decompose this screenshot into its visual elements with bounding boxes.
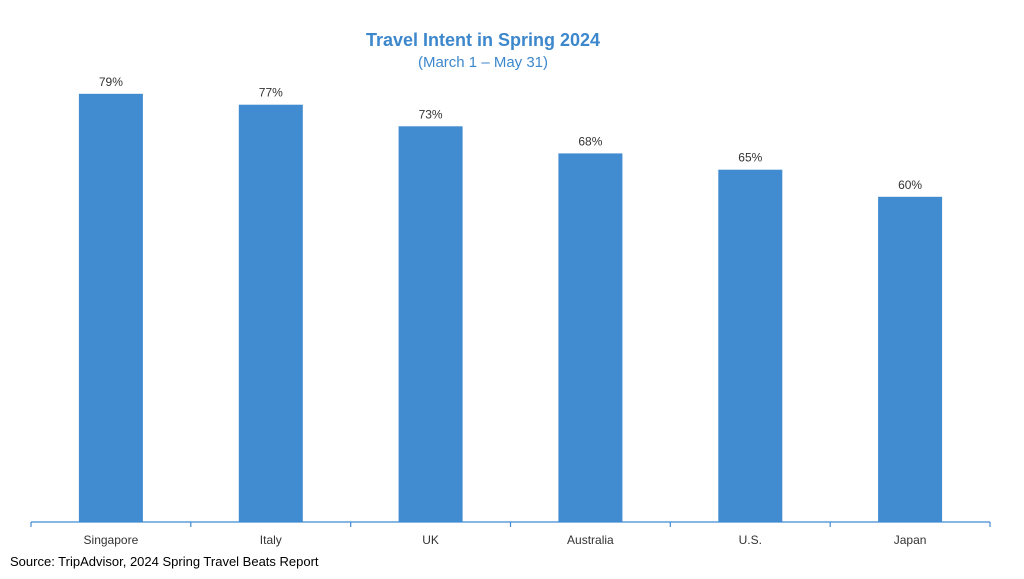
bar-u-s: [718, 169, 783, 522]
bar-uk: [398, 126, 463, 523]
x-tick-label: Japan: [894, 533, 927, 547]
bar-italy: [238, 104, 303, 522]
chart-subtitle: (March 1 – May 31): [417, 54, 549, 71]
data-label: 65%: [738, 151, 762, 165]
bar-japan: [878, 196, 943, 523]
x-tick-label: Australia: [567, 533, 614, 547]
data-label: 79%: [99, 75, 123, 89]
x-axis: [30, 521, 991, 527]
data-label: 68%: [578, 134, 602, 148]
x-tick-label: Singapore: [84, 533, 139, 547]
chart-title: Travel Intent in Spring 2024: [365, 30, 601, 50]
data-label: 73%: [419, 107, 443, 121]
bar-singapore: [78, 93, 143, 523]
x-tick-label: UK: [422, 533, 439, 547]
x-tick-labels-group: Singapore Italy UK Australia U.S. Japan: [84, 533, 927, 547]
bars-group: [78, 93, 943, 523]
x-tick-label: U.S.: [739, 533, 762, 547]
data-labels-group: 79% 77% 73% 68% 65% 60%: [99, 75, 923, 192]
data-label: 60%: [898, 178, 922, 192]
data-label: 77%: [259, 86, 283, 100]
bar-australia: [558, 153, 623, 522]
x-tick-label: Italy: [260, 533, 282, 547]
source-note: Source: TripAdvisor, 2024 Spring Travel …: [10, 554, 319, 569]
